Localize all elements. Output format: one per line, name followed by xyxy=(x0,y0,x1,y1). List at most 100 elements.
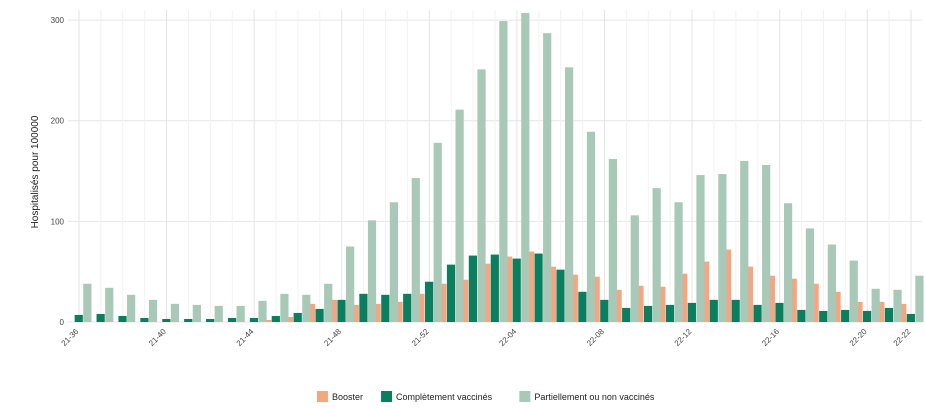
bar-booster xyxy=(263,319,272,322)
bar-booster xyxy=(701,261,710,322)
bar-partiellement-ou-non-vaccin-s xyxy=(105,287,114,322)
bar-partiellement-ou-non-vaccin-s xyxy=(433,142,442,322)
bar-compl-tement-vaccin-s xyxy=(512,258,521,322)
bar-booster xyxy=(832,291,841,322)
bar-booster xyxy=(328,299,338,322)
x-tick-label: 22-16 xyxy=(760,327,781,348)
bar-partiellement-ou-non-vaccin-s xyxy=(849,260,858,322)
bar-partiellement-ou-non-vaccin-s xyxy=(346,246,355,322)
bar-partiellement-ou-non-vaccin-s xyxy=(915,275,924,322)
bar-booster xyxy=(635,285,644,322)
bar-compl-tement-vaccin-s xyxy=(271,315,280,322)
bar-partiellement-ou-non-vaccin-s xyxy=(564,67,574,323)
bar-booster xyxy=(898,303,907,322)
bar-booster xyxy=(460,279,469,322)
bar-booster xyxy=(810,283,819,322)
bar-compl-tement-vaccin-s xyxy=(709,299,718,322)
bar-partiellement-ou-non-vaccin-s xyxy=(170,303,180,322)
bar-compl-tement-vaccin-s xyxy=(227,317,237,322)
bar-compl-tement-vaccin-s xyxy=(643,305,653,322)
bar-partiellement-ou-non-vaccin-s xyxy=(302,294,311,322)
bar-partiellement-ou-non-vaccin-s xyxy=(696,175,705,322)
bar-booster xyxy=(722,249,732,322)
x-tick-label: 21-44 xyxy=(235,327,256,348)
y-tick-label: 200 xyxy=(51,117,65,126)
x-tick-label: 22-04 xyxy=(497,327,518,348)
bar-partiellement-ou-non-vaccin-s xyxy=(192,304,201,322)
bar-compl-tement-vaccin-s xyxy=(841,309,850,322)
bar-compl-tement-vaccin-s xyxy=(862,310,872,322)
bar-compl-tement-vaccin-s xyxy=(381,294,390,322)
bar-compl-tement-vaccin-s xyxy=(797,309,806,322)
bar-booster xyxy=(679,273,688,322)
bar-partiellement-ou-non-vaccin-s xyxy=(477,69,486,322)
bar-booster xyxy=(766,275,775,322)
bar-compl-tement-vaccin-s xyxy=(425,281,434,322)
legend-swatch xyxy=(316,391,328,402)
bar-compl-tement-vaccin-s xyxy=(534,253,543,322)
bar-compl-tement-vaccin-s xyxy=(753,304,762,322)
bar-partiellement-ou-non-vaccin-s xyxy=(718,174,727,322)
bar-compl-tement-vaccin-s xyxy=(906,313,915,322)
legend-swatch xyxy=(519,391,531,402)
bar-partiellement-ou-non-vaccin-s xyxy=(521,13,530,323)
bar-partiellement-ou-non-vaccin-s xyxy=(586,131,596,322)
bar-booster xyxy=(547,266,556,322)
bar-booster xyxy=(591,276,600,322)
bar-booster xyxy=(569,274,578,322)
bar-partiellement-ou-non-vaccin-s xyxy=(127,294,136,322)
bar-booster xyxy=(372,303,381,322)
x-tick-label: 22-22 xyxy=(892,327,913,348)
bar-booster xyxy=(438,283,447,322)
bar-booster xyxy=(285,316,294,322)
bar-compl-tement-vaccin-s xyxy=(359,293,368,322)
legend-label: Booster xyxy=(332,392,363,402)
bar-partiellement-ou-non-vaccin-s xyxy=(236,305,245,322)
bar-compl-tement-vaccin-s xyxy=(622,307,631,322)
bar-partiellement-ou-non-vaccin-s xyxy=(280,293,289,322)
legend-swatch xyxy=(381,391,393,402)
bar-partiellement-ou-non-vaccin-s xyxy=(258,300,267,322)
x-tick-label: 21-52 xyxy=(410,327,431,348)
legend: Booster Complètement vaccinés Partiellemen… xyxy=(316,391,655,402)
bar-compl-tement-vaccin-s xyxy=(600,299,609,322)
bar-booster xyxy=(657,286,666,322)
bar-compl-tement-vaccin-s xyxy=(775,302,784,322)
y-axis-label: Hospitalisés pour 100000 xyxy=(30,115,41,228)
bar-partiellement-ou-non-vaccin-s xyxy=(543,33,552,323)
bar-compl-tement-vaccin-s xyxy=(184,318,193,322)
bar-partiellement-ou-non-vaccin-s xyxy=(871,288,880,322)
bar-compl-tement-vaccin-s xyxy=(315,308,324,322)
bar-booster xyxy=(613,289,622,322)
bar-booster xyxy=(350,304,359,322)
bar-partiellement-ou-non-vaccin-s xyxy=(674,202,683,322)
bar-compl-tement-vaccin-s xyxy=(468,255,477,322)
x-tick-label: 22-08 xyxy=(585,327,606,348)
bar-booster xyxy=(744,266,754,322)
bar-booster xyxy=(525,251,535,322)
bar-compl-tement-vaccin-s xyxy=(403,293,412,322)
bar-compl-tement-vaccin-s xyxy=(249,317,259,322)
bar-partiellement-ou-non-vaccin-s xyxy=(499,21,508,322)
bar-compl-tement-vaccin-s xyxy=(819,310,828,322)
y-tick-label: 300 xyxy=(51,16,65,25)
bar-booster xyxy=(504,256,513,322)
x-tick-label: 22-12 xyxy=(673,327,694,348)
bar-partiellement-ou-non-vaccin-s xyxy=(762,164,771,322)
bar-partiellement-ou-non-vaccin-s xyxy=(608,158,617,322)
x-tick-label: 21-40 xyxy=(147,327,168,348)
bar-compl-tement-vaccin-s xyxy=(206,318,215,322)
bar-layer xyxy=(74,13,924,323)
legend-label: Partiellement ou non vaccinés xyxy=(534,392,655,402)
bar-compl-tement-vaccin-s xyxy=(162,318,171,322)
bar-compl-tement-vaccin-s xyxy=(884,307,894,322)
bar-compl-tement-vaccin-s xyxy=(118,315,127,322)
bar-booster xyxy=(394,301,403,322)
bar-partiellement-ou-non-vaccin-s xyxy=(83,283,92,322)
bar-partiellement-ou-non-vaccin-s xyxy=(324,283,333,322)
bar-booster xyxy=(416,293,425,322)
bar-partiellement-ou-non-vaccin-s xyxy=(455,109,464,322)
bar-compl-tement-vaccin-s xyxy=(578,291,587,322)
